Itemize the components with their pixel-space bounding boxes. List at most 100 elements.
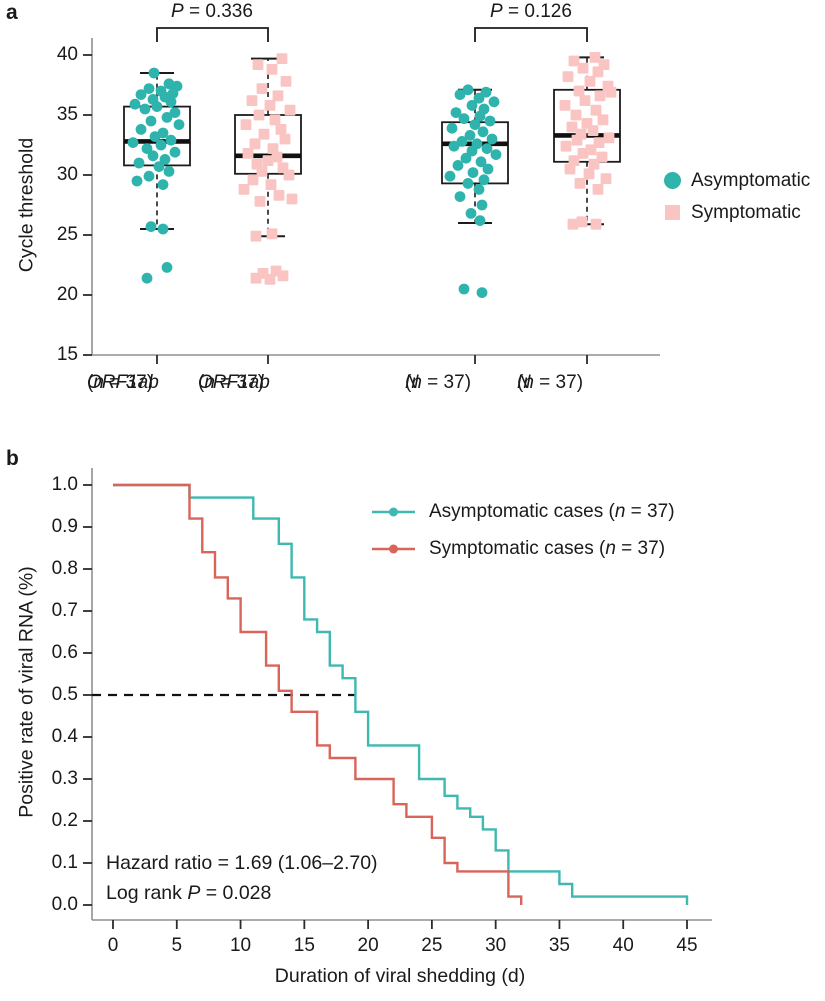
data-point-circle <box>481 143 493 155</box>
data-point-square <box>592 66 604 78</box>
data-point-square <box>271 151 283 163</box>
data-point-circle <box>145 221 157 233</box>
data-point-square <box>570 109 582 121</box>
data-point-circle <box>143 83 155 94</box>
data-point-square <box>584 76 596 87</box>
panel-a-letter: a <box>6 1 18 24</box>
panel-b-y-tick-label: 0.2 <box>51 810 78 831</box>
panel-b-x-tick-label: 0 <box>107 935 119 956</box>
data-point-square <box>276 53 288 64</box>
p-value-bracket <box>156 27 269 42</box>
panel-b-x-tick-label: 5 <box>171 935 183 956</box>
data-point-square <box>267 143 279 154</box>
data-point-circle <box>165 134 177 146</box>
data-point-square <box>284 104 296 116</box>
data-point-square <box>277 270 289 282</box>
panel-b-y-tick-label: 0.6 <box>51 642 78 663</box>
data-point-square <box>256 166 268 177</box>
data-point-circle <box>478 174 490 186</box>
legend-a-symptomatic-label: Symptomatic <box>691 202 801 223</box>
panel-a-y-axis-title: Cycle threshold <box>15 137 38 273</box>
data-point-circle <box>139 103 151 115</box>
data-point-circle <box>173 119 185 130</box>
data-point-square <box>560 140 572 152</box>
data-point-circle <box>148 67 160 79</box>
data-point-square <box>258 128 270 140</box>
data-point-square <box>583 168 595 180</box>
panel-a-y-tick-label: 30 <box>56 164 78 185</box>
panel-a-y-tick-label: 20 <box>56 284 78 305</box>
panel-b-x-tick-label: 15 <box>293 935 315 956</box>
group-n-label: (n = 37) <box>87 372 154 393</box>
panel-a-y-tick-label: 40 <box>56 44 78 65</box>
data-point-circle <box>480 86 492 98</box>
data-point-circle <box>466 100 478 111</box>
km-curve-asymptomatic <box>113 483 689 905</box>
data-point-square <box>272 90 284 102</box>
data-point-circle <box>475 156 487 168</box>
panel-b-y-tick-label: 0.0 <box>51 894 78 915</box>
data-point-square <box>576 216 588 228</box>
data-point-circle <box>131 175 143 187</box>
data-point-square <box>590 104 602 116</box>
data-point-square <box>256 83 268 94</box>
data-point-square <box>600 173 612 184</box>
panel-b-x-tick-label: 20 <box>357 935 379 956</box>
data-point-circle <box>135 89 147 100</box>
data-point-circle <box>153 161 165 173</box>
data-point-square <box>238 184 250 195</box>
data-point-square <box>265 179 277 190</box>
data-point-circle <box>155 139 167 151</box>
panel-b-y-tick-label: 0.9 <box>51 516 78 537</box>
data-point-square <box>254 196 266 207</box>
data-point-square <box>594 90 606 102</box>
data-point-circle <box>474 110 486 122</box>
data-point-square <box>266 64 278 75</box>
km-curve-symptomatic <box>113 483 523 905</box>
hazard-ratio-annotation: Hazard ratio = 1.69 (1.06–2.70) <box>106 852 378 874</box>
data-point-square <box>273 190 285 201</box>
data-point-circle <box>161 262 173 273</box>
data-point-circle <box>448 140 460 152</box>
data-point-circle <box>151 101 163 112</box>
p-value-bracket <box>474 27 588 42</box>
data-point-square <box>275 124 287 135</box>
data-point-square <box>597 114 609 126</box>
panel-b-x-tick-label: 35 <box>548 935 570 956</box>
data-point-circle <box>159 154 171 165</box>
data-point-circle <box>454 89 466 100</box>
data-point-circle <box>460 152 472 164</box>
data-point-circle <box>484 115 496 127</box>
panel-a-y-tick-label: 35 <box>56 104 78 125</box>
panel-b-y-tick-label: 0.4 <box>51 726 78 747</box>
legend-b-asymptomatic-dot-icon <box>389 507 398 517</box>
group-gene-label: N <box>405 372 419 393</box>
data-point-square <box>252 59 264 70</box>
data-point-square <box>266 228 278 240</box>
group-gene-label: N <box>517 372 531 393</box>
data-point-square <box>592 184 604 195</box>
data-point-circle <box>147 150 159 162</box>
data-point-circle <box>477 126 489 138</box>
panel-b-x-tick-label: 10 <box>229 935 252 956</box>
data-point-square <box>574 178 586 189</box>
data-point-circle <box>161 112 173 123</box>
panel-b-x-tick-label: 30 <box>485 935 507 956</box>
data-point-square <box>579 95 591 106</box>
data-point-circle <box>473 184 485 195</box>
data-point-square <box>240 119 252 130</box>
data-point-circle <box>465 208 477 219</box>
data-point-square <box>577 148 589 159</box>
data-point-square <box>262 155 274 166</box>
data-point-circle <box>482 163 494 175</box>
legend-a-asymptomatic-label: Asymptomatic <box>691 170 811 191</box>
data-point-circle <box>135 123 147 135</box>
data-point-square <box>250 230 262 242</box>
p-value-label-orf1ab: P = 0.336 <box>171 1 253 22</box>
data-point-circle <box>129 98 141 110</box>
data-point-circle <box>141 143 153 155</box>
data-point-square <box>605 86 617 98</box>
data-point-square <box>250 272 262 284</box>
data-point-square <box>246 95 258 106</box>
